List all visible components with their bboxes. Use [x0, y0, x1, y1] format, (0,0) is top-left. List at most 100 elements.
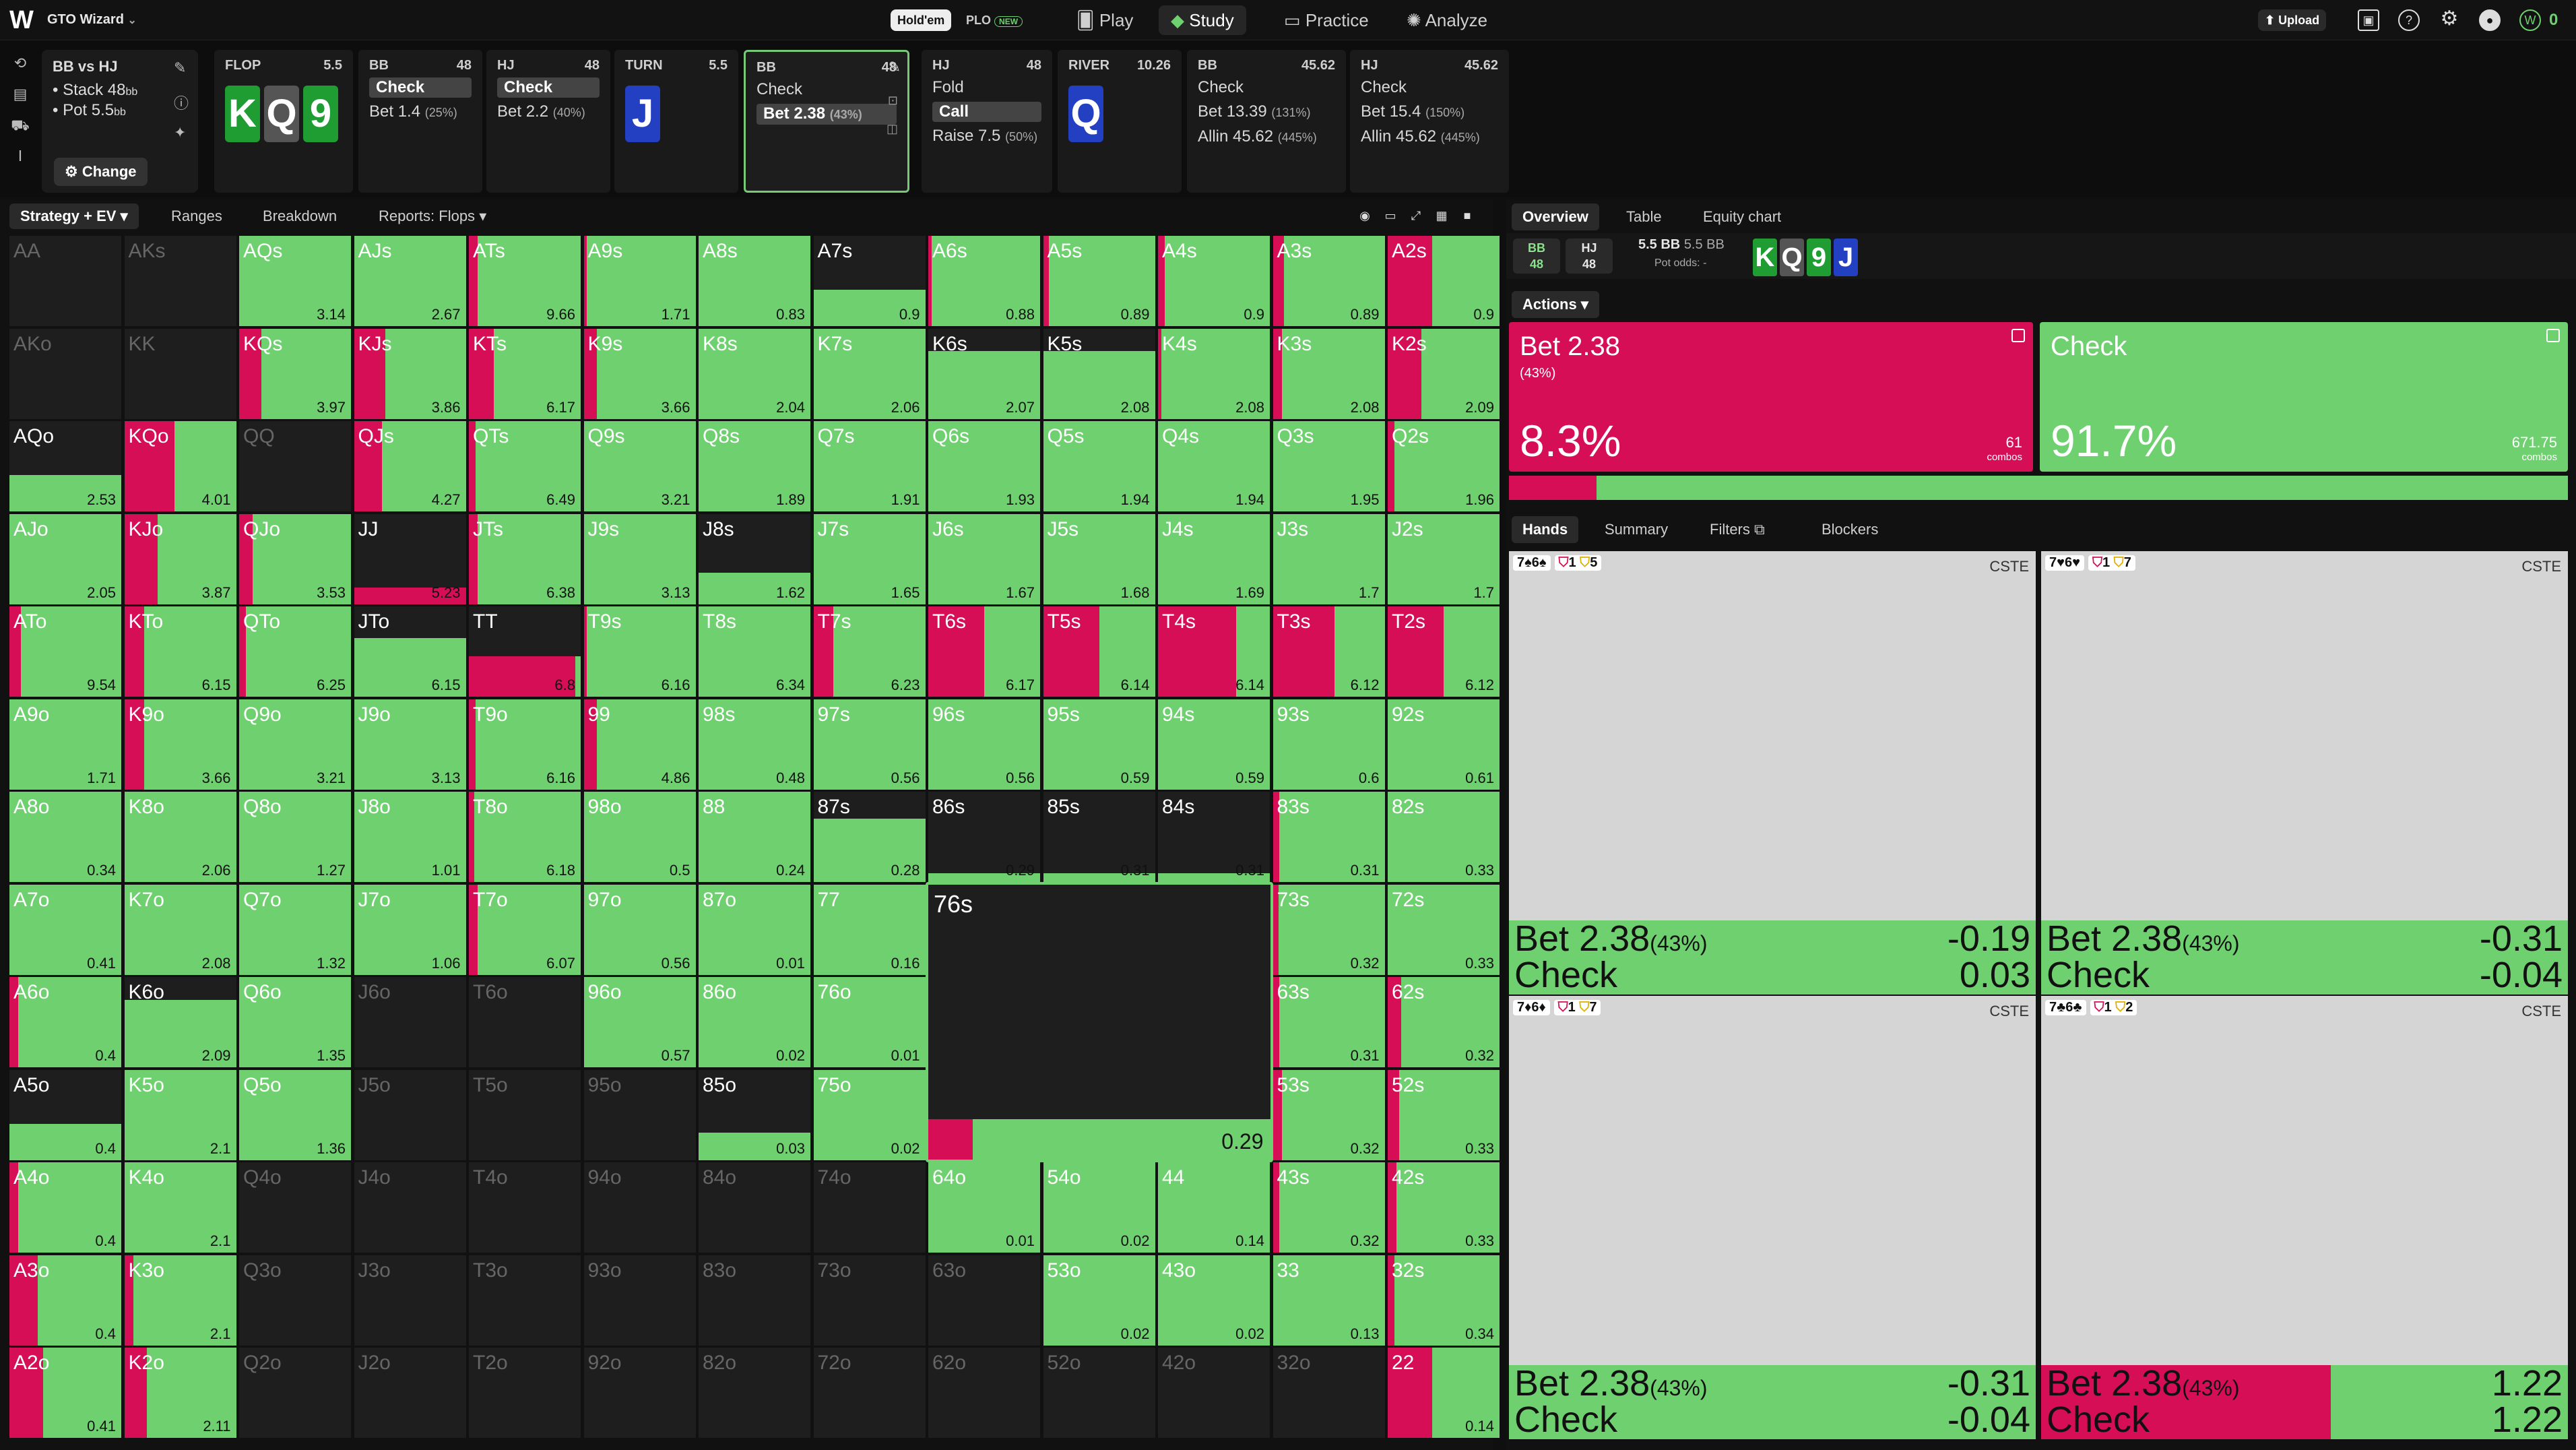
hand-cell[interactable]: A9o 1.71 [9, 699, 121, 790]
hand-cell[interactable]: 94s 0.59 [1158, 699, 1270, 790]
hand-cell[interactable]: Q6s 1.93 [928, 421, 1040, 511]
hand-cell[interactable]: T6s 6.17 [928, 606, 1040, 697]
hand-cell[interactable]: 95o [583, 1069, 696, 1160]
hand-cell[interactable]: A7s 0.9 [813, 236, 926, 326]
user-icon[interactable]: ● [2479, 9, 2501, 31]
hand-cell[interactable]: KTo 6.15 [124, 606, 236, 697]
hand-cell[interactable]: K7o 2.08 [124, 884, 236, 975]
hand-cell[interactable]: KJs 3.86 [354, 328, 466, 419]
hand-cell[interactable]: J3s 1.7 [1273, 513, 1385, 604]
hand-cell[interactable]: Q8s 1.89 [699, 421, 810, 511]
hand-cell[interactable]: Q3o [239, 1255, 351, 1346]
hand-cell[interactable]: A5s 0.89 [1043, 236, 1155, 326]
hand-cell[interactable]: 98o 0.5 [583, 792, 696, 882]
hand-cell[interactable]: K4s 2.08 [1158, 328, 1270, 419]
action-option[interactable]: Check [497, 77, 600, 98]
car-icon[interactable]: ⛟ [11, 117, 30, 133]
hand-cell[interactable]: 82o [699, 1348, 810, 1438]
reset-icon[interactable]: ⟲ [13, 55, 27, 71]
hand-cell[interactable]: A9s 1.71 [583, 236, 696, 326]
hand-cell[interactable]: T9s 6.16 [583, 606, 696, 697]
hand-cell[interactable]: Q2o [239, 1348, 351, 1438]
hand-cell[interactable]: K2o 2.11 [124, 1348, 236, 1438]
action-option[interactable]: Allin 45.62 (445%) [1198, 127, 1335, 148]
hand-cell[interactable]: QJo 3.53 [239, 513, 351, 604]
hand-cell[interactable]: 52o [1043, 1348, 1155, 1438]
hand-cell[interactable]: Q5o 1.36 [239, 1069, 351, 1160]
hand-cell[interactable]: A6s 0.88 [928, 236, 1040, 326]
tab-filters[interactable]: Filters ⧉ [1699, 516, 1776, 543]
hand-cell[interactable]: AKo [9, 328, 121, 419]
hand-cell[interactable]: 92o [583, 1348, 696, 1438]
action-option[interactable]: Check [1361, 77, 1498, 98]
hand-cell[interactable]: JTo 6.15 [354, 606, 466, 697]
hand-cell[interactable]: T5s 6.14 [1043, 606, 1155, 697]
hand-cell[interactable]: J5o [354, 1069, 466, 1160]
hand-cell[interactable]: J8s 1.62 [699, 513, 810, 604]
hand-cell[interactable]: T3s 6.12 [1273, 606, 1385, 697]
hand-cell[interactable]: T4s 6.14 [1158, 606, 1270, 697]
square-view-icon[interactable]: ■ [1463, 209, 1471, 222]
action-option[interactable]: Bet 15.4 (150%) [1361, 102, 1498, 123]
history-card-hj[interactable]: HJ 45.62 Check Bet 15.4 (150%) Allin 45.62 (… [1350, 50, 1509, 193]
hand-cell[interactable]: 97o 0.56 [583, 884, 696, 975]
hand-cell[interactable]: Q4s 1.94 [1158, 421, 1270, 511]
hand-cell[interactable]: TT 6.8 [469, 606, 581, 697]
hand-cell[interactable]: 22 0.14 [1388, 1348, 1500, 1438]
hand-cell[interactable]: 98s 0.48 [699, 699, 810, 790]
hand-cell[interactable]: AA [9, 236, 121, 326]
card-view-icon[interactable]: ▭ [1384, 209, 1396, 222]
hand-cell[interactable]: 84s 0.31 [1158, 792, 1270, 882]
coin-icon[interactable]: W [2519, 9, 2541, 31]
hand-cell[interactable]: 87o 0.01 [699, 884, 810, 975]
hand-cell[interactable]: A8o 0.34 [9, 792, 121, 882]
hand-cell[interactable]: T2s 6.12 [1388, 606, 1500, 697]
hand-cell[interactable]: 85s 0.31 [1043, 792, 1155, 882]
tab-reports-flops[interactable]: Reports: Flops ▾ [368, 203, 497, 229]
hand-cell[interactable]: Q9o 3.21 [239, 699, 351, 790]
hand-cell[interactable]: A4s 0.9 [1158, 236, 1270, 326]
hand-cell[interactable]: A6o 0.4 [9, 977, 121, 1067]
hand-cell[interactable]: J5s 1.68 [1043, 513, 1155, 604]
hand-cell[interactable]: K4o 2.1 [124, 1162, 236, 1253]
sparkle-icon[interactable]: ✦ [174, 124, 187, 141]
hand-cell[interactable]: K5o 2.1 [124, 1069, 236, 1160]
text-cursor-icon[interactable]: Ⅰ [18, 148, 23, 164]
tab-breakdown[interactable]: Breakdown [263, 208, 337, 224]
hand-cell[interactable]: K3o 2.1 [124, 1255, 236, 1346]
hand-cell[interactable]: 32s 0.34 [1388, 1255, 1500, 1346]
hand-cell[interactable]: T8s 6.34 [699, 606, 810, 697]
hand-cell[interactable]: 83s 0.31 [1273, 792, 1385, 882]
hand-cell[interactable]: 76o 0.01 [813, 977, 926, 1067]
hand-cell[interactable]: AJs 2.67 [354, 236, 466, 326]
hand-cell[interactable]: QJs 4.27 [354, 421, 466, 511]
hand-cell[interactable]: K5s 2.08 [1043, 328, 1155, 419]
hand-cell[interactable]: 74o [813, 1162, 926, 1253]
hand-cell[interactable]: 73s 0.32 [1273, 884, 1385, 975]
hand-cell[interactable]: 84o [699, 1162, 810, 1253]
hand-cell[interactable]: 77 0.16 [813, 884, 926, 975]
hand-cell[interactable]: JTs 6.38 [469, 513, 581, 604]
hand-cell[interactable]: 99 4.86 [583, 699, 696, 790]
hand-cell[interactable]: J2o [354, 1348, 466, 1438]
tab-strategy-ev[interactable]: Strategy + EV ▾ [9, 203, 139, 229]
hand-cell[interactable]: K6s 2.07 [928, 328, 1040, 419]
hand-cell[interactable]: A3s 0.89 [1273, 236, 1385, 326]
hand-cell[interactable]: T9o 6.16 [469, 699, 581, 790]
nav-practice[interactable]: ▭ Practice [1272, 5, 1381, 35]
action-option[interactable]: Raise 7.5 (50%) [932, 126, 1041, 147]
hand-cell[interactable]: 63s 0.31 [1273, 977, 1385, 1067]
hand-cell[interactable]: T4o [469, 1162, 581, 1253]
hand-cell[interactable]: QTo 6.25 [239, 606, 351, 697]
hand-cell[interactable]: 33 0.13 [1273, 1255, 1385, 1346]
hand-cell[interactable]: 95s 0.59 [1043, 699, 1155, 790]
nav-study[interactable]: ◆ Study [1159, 5, 1246, 35]
tab-overview[interactable]: Overview [1512, 203, 1599, 230]
hand-cell[interactable]: 54o 0.02 [1043, 1162, 1155, 1253]
tab-ranges[interactable]: Ranges [171, 208, 222, 224]
hand-cell[interactable]: A2o 0.41 [9, 1348, 121, 1438]
hand-cell[interactable]: 75o 0.02 [813, 1069, 926, 1160]
action-box-check[interactable]: Check 91.7% 671.75 combos [2040, 322, 2568, 472]
layers-icon[interactable]: ◉ [1359, 209, 1370, 222]
book-icon[interactable]: ◫ [886, 122, 898, 135]
